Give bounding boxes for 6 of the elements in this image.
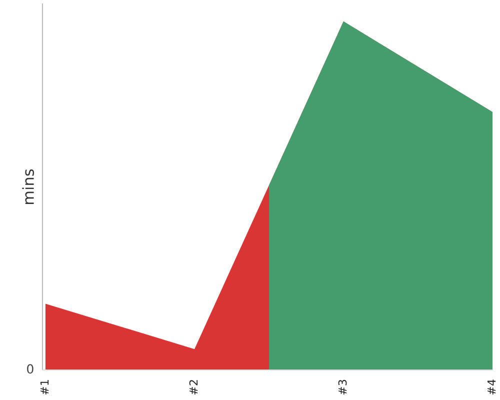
y-axis-title: mins <box>22 169 34 204</box>
x-tick-label: #3 <box>338 380 347 395</box>
x-tick-label: #2 <box>189 380 198 395</box>
x-tick-label: #1 <box>40 380 49 395</box>
text: 0 <box>27 364 34 374</box>
x-tick-label: #4 <box>487 380 496 395</box>
